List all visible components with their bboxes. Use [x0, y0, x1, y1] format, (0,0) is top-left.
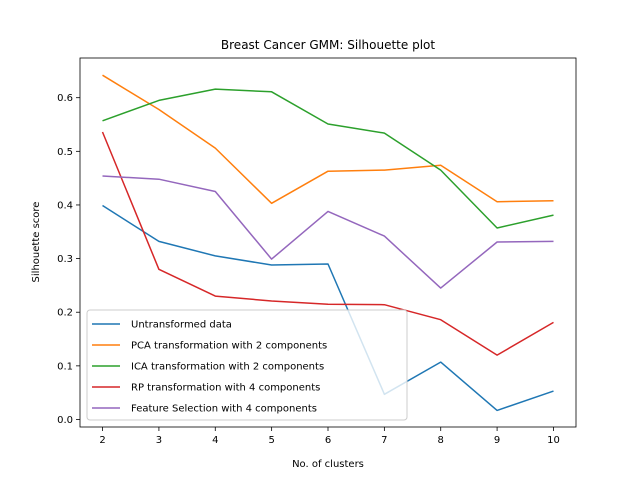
- y-tick-label: 0.5: [57, 147, 73, 158]
- y-tick-label: 0.4: [57, 200, 73, 211]
- legend-label: Feature Selection with 4 components: [131, 404, 317, 415]
- x-tick-label: 8: [438, 435, 444, 446]
- series-lines: [101, 74, 554, 412]
- legend-label: PCA transformation with 2 components: [131, 341, 327, 352]
- plot-frame: [79, 57, 577, 428]
- y-tick-label: 0.2: [57, 308, 73, 319]
- legend: Untransformed data PCA transformation wit…: [86, 309, 408, 421]
- legend-label: Untransformed data: [131, 320, 232, 331]
- chart-title: Breast Cancer GMM: Silhouette plot: [221, 38, 435, 52]
- x-tick-label: 10: [547, 435, 560, 446]
- legend-box: [86, 309, 408, 421]
- x-tick-label: 2: [99, 435, 105, 446]
- x-axis-ticks: 2 3 4 5 6 7 8 9 10: [99, 427, 560, 446]
- y-axis-ticks: 0.0 0.1 0.2 0.3 0.4 0.5 0.6: [57, 93, 80, 426]
- x-tick-label: 4: [212, 435, 218, 446]
- x-tick-label: 3: [156, 435, 162, 446]
- x-axis-label: No. of clusters: [292, 459, 364, 470]
- series-line-0: [102, 204, 554, 412]
- series-line-1: [102, 74, 554, 205]
- series-line-3: [101, 131, 554, 356]
- y-tick-label: 0.0: [57, 415, 73, 426]
- y-tick-label: 0.3: [57, 254, 73, 265]
- x-tick-label: 5: [268, 435, 274, 446]
- series-line-2: [102, 88, 554, 229]
- legend-label: RP transformation with 4 components: [131, 383, 320, 394]
- legend-label: ICA transformation with 2 components: [131, 362, 324, 373]
- x-tick-label: 7: [381, 435, 387, 446]
- x-tick-label: 9: [494, 435, 500, 446]
- y-tick-label: 0.1: [57, 361, 73, 372]
- x-tick-label: 6: [325, 435, 331, 446]
- y-tick-label: 0.6: [57, 93, 73, 104]
- series-line-4: [102, 175, 554, 289]
- y-axis-label: Silhouette score: [31, 202, 42, 283]
